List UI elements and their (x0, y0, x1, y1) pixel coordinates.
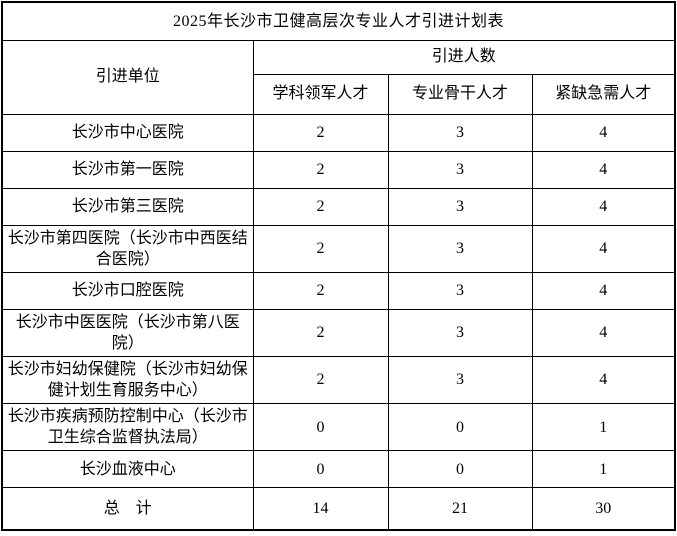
value-cell: 2 (252, 308, 389, 357)
value-cell: 2 (252, 150, 389, 189)
table-row: 长沙市口腔医院 2 3 4 (1, 271, 676, 310)
value-cell: 2 (252, 224, 389, 273)
header-col-leading-talent: 学科领军人才 (252, 73, 389, 115)
value-cell: 4 (531, 187, 676, 226)
unit-cell: 长沙市第一医院 (1, 150, 254, 189)
table-row: 长沙市疾病预防控制中心（长沙市卫生综合监督执法局） 0 0 1 (1, 403, 676, 452)
table-row: 长沙市中心医院 2 3 4 (1, 113, 676, 152)
total-value-cell: 14 (252, 487, 389, 531)
unit-cell: 长沙市口腔医院 (1, 271, 254, 310)
value-cell: 4 (531, 308, 676, 357)
value-cell: 3 (387, 355, 533, 405)
value-cell: 2 (252, 113, 389, 152)
value-cell: 0 (252, 450, 389, 489)
header-col-urgent-talent: 紧缺急需人才 (531, 73, 676, 115)
value-cell: 0 (387, 450, 533, 489)
value-cell: 3 (387, 271, 533, 310)
header-group: 引进人数 (252, 39, 676, 75)
table-row: 长沙市第四医院（长沙市中西医结合医院） 2 3 4 (1, 224, 676, 273)
table-row: 长沙市第一医院 2 3 4 (1, 150, 676, 189)
unit-cell: 长沙市妇幼保健院（长沙市妇幼保健计划生育服务中心） (1, 355, 254, 405)
value-cell: 3 (387, 150, 533, 189)
unit-cell: 长沙血液中心 (1, 450, 254, 489)
header-col-backbone-talent: 专业骨干人才 (387, 73, 533, 115)
total-row: 总 计 14 21 30 (1, 487, 676, 531)
value-cell: 4 (531, 271, 676, 310)
value-cell: 3 (387, 224, 533, 273)
unit-cell: 长沙市中心医院 (1, 113, 254, 152)
value-cell: 2 (252, 271, 389, 310)
unit-cell: 长沙市中医医院（长沙市第八医院） (1, 308, 254, 357)
unit-cell: 长沙市第三医院 (1, 187, 254, 226)
table-title-row: 2025年长沙市卫健高层次专业人才引进计划表 (1, 1, 676, 41)
unit-cell: 长沙市疾病预防控制中心（长沙市卫生综合监督执法局） (1, 403, 254, 452)
value-cell: 3 (387, 113, 533, 152)
value-cell: 4 (531, 355, 676, 405)
value-cell: 1 (531, 450, 676, 489)
header-row-top: 引进单位 引进人数 (1, 39, 676, 115)
value-cell: 2 (252, 187, 389, 226)
table-row: 长沙市妇幼保健院（长沙市妇幼保健计划生育服务中心） 2 3 4 (1, 355, 676, 405)
value-cell: 0 (387, 403, 533, 452)
value-cell: 4 (531, 113, 676, 152)
total-label: 总 计 (1, 487, 254, 531)
table-row: 长沙市中医医院（长沙市第八医院） 2 3 4 (1, 308, 676, 357)
unit-cell: 长沙市第四医院（长沙市中西医结合医院） (1, 224, 254, 273)
value-cell: 3 (387, 187, 533, 226)
value-cell: 4 (531, 150, 676, 189)
value-cell: 4 (531, 224, 676, 273)
value-cell: 2 (252, 355, 389, 405)
value-cell: 3 (387, 308, 533, 357)
table-row: 长沙血液中心 0 0 1 (1, 450, 676, 489)
table-title: 2025年长沙市卫健高层次专业人才引进计划表 (1, 1, 676, 41)
value-cell: 1 (531, 403, 676, 452)
table-row: 长沙市第三医院 2 3 4 (1, 187, 676, 226)
header-row-sub: 学科领军人才 专业骨干人才 紧缺急需人才 (2, 73, 676, 115)
total-value-cell: 21 (387, 487, 533, 531)
total-value-cell: 30 (531, 487, 676, 531)
header-unit: 引进单位 (1, 39, 254, 115)
value-cell: 0 (252, 403, 389, 452)
